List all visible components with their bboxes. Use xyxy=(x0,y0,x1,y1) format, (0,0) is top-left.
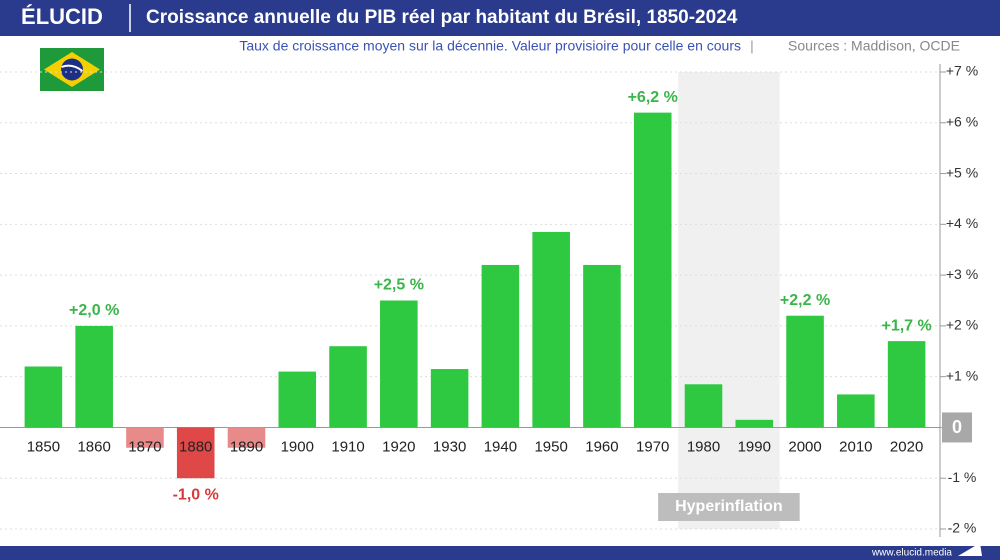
x-tick-label: 1980 xyxy=(687,438,720,455)
separator: | xyxy=(750,38,754,54)
x-tick-label: 1910 xyxy=(331,438,364,455)
x-tick-label: 1870 xyxy=(128,438,161,455)
bar xyxy=(176,427,215,479)
bar xyxy=(684,384,723,428)
x-tick-label: 1990 xyxy=(738,438,771,455)
y-tick-label: -2 % xyxy=(948,520,977,536)
x-tick-label: 1900 xyxy=(281,438,314,455)
bar xyxy=(532,231,570,428)
source: Sources : Maddison, OCDE xyxy=(788,38,960,54)
y-tick-label: +7 % xyxy=(946,63,978,79)
bar xyxy=(633,112,672,428)
y-tick-label: 0 xyxy=(952,417,962,437)
x-tick-label: 1950 xyxy=(534,438,567,455)
value-label: -1,0 % xyxy=(173,486,219,503)
bar xyxy=(837,394,875,428)
value-label: +2,0 % xyxy=(69,302,119,319)
brand: ÉLUCID xyxy=(21,4,103,29)
bar xyxy=(583,264,621,428)
bar xyxy=(329,346,367,428)
x-tick-label: 1970 xyxy=(636,438,669,455)
bar xyxy=(430,369,469,428)
chart-title: Croissance annuelle du PIB réel par habi… xyxy=(146,7,738,28)
y-tick-label: +6 % xyxy=(946,113,978,129)
y-tick-label: -1 % xyxy=(948,469,977,485)
x-tick-label: 1960 xyxy=(585,438,618,455)
x-tick-label: 2000 xyxy=(788,438,821,455)
value-label: +2,5 % xyxy=(374,277,424,294)
value-label: +2,2 % xyxy=(780,292,830,309)
bar xyxy=(735,419,774,428)
footer-icon xyxy=(958,543,982,556)
y-tick-label: +4 % xyxy=(946,215,978,231)
y-tick-label: +2 % xyxy=(946,317,978,333)
subtitle: Taux de croissance moyen sur la décennie… xyxy=(239,38,741,54)
x-tick-label: 2010 xyxy=(839,438,872,455)
footer-bar xyxy=(0,546,1000,560)
bar xyxy=(75,325,113,428)
x-tick-label: 1860 xyxy=(77,438,110,455)
bar xyxy=(126,427,164,448)
x-tick-label: 1880 xyxy=(179,438,212,455)
bar xyxy=(786,315,824,428)
bar xyxy=(887,341,926,428)
x-tick-label: 1920 xyxy=(382,438,415,455)
flag xyxy=(40,48,104,91)
x-tick-label: 1930 xyxy=(433,438,466,455)
x-tick-label: 2020 xyxy=(890,438,923,455)
x-tick-label: 1940 xyxy=(484,438,517,455)
shaded-label: Hyperinflation xyxy=(675,498,783,515)
bar xyxy=(380,300,418,428)
header-bar xyxy=(0,0,1000,36)
zero-label-box xyxy=(942,412,972,443)
value-label: +1,7 % xyxy=(881,317,931,334)
value-label: +6,2 % xyxy=(628,89,678,106)
bar xyxy=(481,264,520,428)
x-tick-label: 1890 xyxy=(230,438,263,455)
shaded-range xyxy=(678,72,780,529)
x-tick-label: 1850 xyxy=(27,438,60,455)
footer: www.elucid.media xyxy=(871,548,952,559)
bar xyxy=(278,371,317,428)
bar xyxy=(24,366,63,428)
bar xyxy=(227,427,266,448)
shaded-label-box xyxy=(658,493,800,521)
y-tick-label: +5 % xyxy=(946,164,978,180)
y-tick-label: +1 % xyxy=(946,367,978,383)
y-tick-label: +3 % xyxy=(946,266,978,282)
